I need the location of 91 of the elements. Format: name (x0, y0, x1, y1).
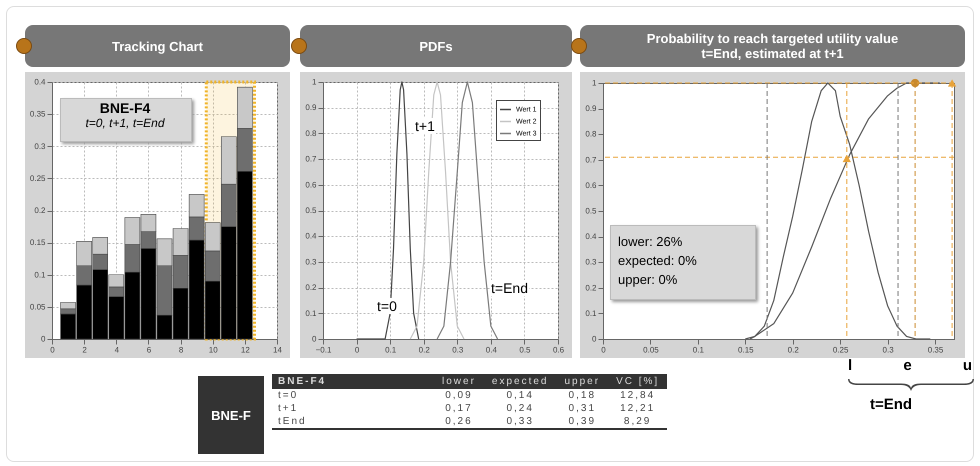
y-tick-label: 0.1 (34, 270, 46, 280)
text: 0,14 (506, 390, 534, 401)
category-label: t=0 (278, 390, 298, 401)
y-tick-label: 0.7 (585, 155, 598, 164)
category-label: upper (564, 375, 602, 389)
x-tick-label: 4 (114, 346, 120, 354)
text: l (848, 357, 852, 374)
category-label: VC [%] (615, 375, 660, 389)
text: 0,17 (445, 403, 473, 414)
text: 0,39 (568, 416, 596, 427)
x-tick-label: 0.3 (882, 346, 894, 354)
y-tick-label: 1 (312, 78, 318, 86)
annotation: t=0 (376, 298, 398, 314)
x-tick-label: 8 (178, 346, 184, 354)
y-tick-label: 0.4 (34, 78, 46, 86)
text: u (962, 357, 972, 374)
x-tick-label: 0.25 (832, 346, 849, 354)
y-tick-label: 0.9 (585, 104, 598, 114)
y-tick-label: 0.4 (305, 232, 318, 241)
x-tick-label: 6 (146, 346, 152, 354)
y-tick-label: 0.5 (585, 206, 598, 216)
annotation: t=End (490, 280, 529, 296)
y-tick-label: 0.7 (305, 154, 318, 164)
category-label: t+1 (278, 403, 298, 414)
annotation: expected: 0% (618, 252, 697, 270)
x-tick-label: 0.6 (552, 346, 565, 354)
text: 8,29 (624, 416, 652, 427)
x-tick-label: 2 (82, 346, 88, 354)
y-tick-label: 1 (592, 78, 598, 88)
y-tick-label: 0.6 (305, 180, 318, 190)
y-tick-label: 0.6 (585, 180, 598, 190)
text: 12,21 (620, 403, 656, 414)
x-tick-label: 14 (273, 346, 282, 354)
y-tick-label: 0.4 (585, 232, 598, 242)
x-tick-label: 0.35 (928, 346, 944, 354)
category-label: lower (441, 375, 477, 389)
x-tick-label: 0 (601, 346, 606, 354)
x-tick-label: 0.1 (692, 346, 704, 354)
y-tick-label: 0.3 (585, 258, 598, 267)
y-tick-label: 0.5 (305, 206, 318, 215)
text: t=End (870, 396, 912, 413)
x-tick-label: 0 (354, 346, 360, 354)
text: 0,24 (506, 403, 534, 414)
text: 0,18 (568, 390, 596, 401)
y-tick-label: 0 (312, 334, 318, 344)
y-tick-label: 0 (41, 334, 46, 344)
x-tick-label: 0.05 (643, 346, 660, 354)
y-tick-label: 0.2 (34, 206, 46, 215)
y-tick-label: 0.3 (34, 142, 46, 151)
y-tick-label: 0.8 (305, 128, 318, 138)
text: BNE-F4 (278, 376, 326, 387)
annotation: lower: 26% (618, 233, 684, 251)
x-tick-label: 0.2 (418, 346, 430, 354)
y-tick-label: 0.1 (585, 308, 598, 318)
y-tick-label: 0.2 (305, 283, 318, 292)
y-tick-label: 0.8 (585, 130, 598, 139)
chart-title: Tracking Chart (25, 25, 290, 67)
x-tick-label: 0.5 (519, 346, 532, 354)
annotation: BNE-F4 (98, 100, 152, 116)
x-tick-label: −0.1 (316, 346, 332, 354)
x-tick-label: 0.4 (486, 346, 498, 354)
y-tick-label: 0.15 (30, 238, 46, 248)
y-tick-label: 0.05 (30, 302, 46, 312)
text: 0,31 (568, 403, 596, 414)
text: 12,84 (620, 390, 656, 401)
annotation: upper: 0% (618, 271, 678, 289)
y-tick-label: 0.9 (305, 103, 318, 112)
y-tick-label: 0.1 (305, 308, 318, 318)
x-tick-label: 0.1 (385, 346, 397, 354)
y-tick-label: 0 (592, 334, 598, 344)
category-label: expected (490, 375, 550, 389)
text: BNE-F (198, 376, 264, 454)
y-tick-label: 0.3 (305, 257, 318, 266)
y-tick-label: 0.25 (30, 174, 46, 183)
annotation: t+1 (414, 118, 436, 134)
annotation: t=0, t+1, t=End (84, 116, 166, 130)
text: e (903, 357, 912, 374)
category-label: tEnd (278, 416, 307, 427)
y-tick-label: 0.35 (30, 110, 46, 119)
text: 0,26 (445, 416, 473, 427)
text: 0,33 (506, 416, 534, 427)
text: 0,09 (445, 390, 473, 401)
x-tick-label: 12 (240, 346, 250, 354)
x-tick-label: 0.3 (452, 346, 464, 354)
x-tick-label: 0.15 (738, 346, 754, 354)
chart-title: Probability to reach targeted utility value t=End, estimated at t+1 (580, 25, 965, 67)
x-tick-label: 10 (208, 346, 218, 354)
chart-title: PDFs (300, 25, 572, 67)
x-tick-label: 0.2 (788, 346, 800, 354)
x-tick-label: 0 (50, 346, 56, 354)
y-tick-label: 0.2 (585, 283, 598, 292)
